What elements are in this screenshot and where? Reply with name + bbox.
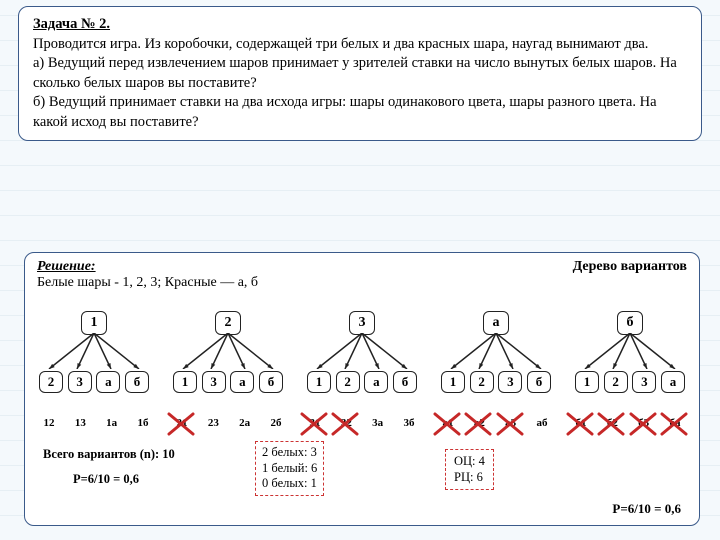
tree-child: 2 xyxy=(604,371,628,393)
tree-label: Дерево вариантов xyxy=(573,259,687,274)
outcome: б2 xyxy=(600,417,624,429)
same-color: ОЦ: 4 xyxy=(454,453,485,469)
total-variants: Всего вариантов (n): 10 xyxy=(43,447,243,462)
tree-root: 2 xyxy=(215,311,241,335)
outcome: 1а xyxy=(100,417,124,429)
tree-row: 123аб213аб312аба123бб123а xyxy=(35,311,689,411)
outcome: 13 xyxy=(68,417,92,429)
tree-child: 3 xyxy=(498,371,522,393)
problem-box: Задача № 2. Проводится игра. Из коробочк… xyxy=(18,6,702,141)
balls-legend: Белые шары - 1, 2, 3; Красные — а, б xyxy=(37,275,687,291)
outcome-group: 21 23 2а 2б xyxy=(168,417,290,429)
tree-child: 1 xyxy=(307,371,331,393)
problem-text-c: б) Ведущий принимает ставки на два исход… xyxy=(33,93,687,132)
outcome: 21 xyxy=(170,417,194,429)
solution-heading: Решение: xyxy=(37,259,96,274)
tree-4: б 123а xyxy=(571,311,689,411)
tree-child: б xyxy=(125,371,149,393)
outcome: б3 xyxy=(632,417,656,429)
tree-child: а xyxy=(96,371,120,393)
outcome-group: а1 а2 а3 аб xyxy=(434,417,556,429)
tree-child: 3 xyxy=(202,371,226,393)
outcome: а1 xyxy=(436,417,460,429)
outcome: а3 xyxy=(499,417,523,429)
tree-2: 3 12аб xyxy=(303,311,421,411)
problem-title: Задача № 2. xyxy=(33,15,687,35)
outcome: 3а xyxy=(366,417,390,429)
outcomes-row: 12 13 1а 1б 21 23 2а 2б 31 32 3а 3б а1 а2 а3 аб б1 б2 б3 ба xyxy=(35,417,689,429)
prob-left: Р=6/10 = 0,6 xyxy=(73,472,243,487)
page: Задача № 2. Проводится игра. Из коробочк… xyxy=(0,0,720,540)
tree-child: 2 xyxy=(39,371,63,393)
total-block: Всего вариантов (n): 10 Р=6/10 = 0,6 xyxy=(43,447,243,487)
tree-child: 1 xyxy=(441,371,465,393)
tree-0: 1 23аб xyxy=(35,311,153,411)
tree-root: б xyxy=(617,311,643,335)
solution-header: Решение: Дерево вариантов xyxy=(37,259,687,275)
colors-box: ОЦ: 4 РЦ: 6 xyxy=(445,449,494,490)
outcome-group: 12 13 1а 1б xyxy=(35,417,157,429)
tree-child: а xyxy=(364,371,388,393)
tree-child: 3 xyxy=(68,371,92,393)
tree-child: б xyxy=(527,371,551,393)
tree-root: а xyxy=(483,311,509,335)
whites-0: 0 белых: 1 xyxy=(262,476,317,492)
problem-text-b: а) Ведущий перед извлечением шаров прини… xyxy=(33,54,687,93)
tree-child: 3 xyxy=(632,371,656,393)
outcome: 3б xyxy=(397,417,421,429)
outcome: а2 xyxy=(467,417,491,429)
outcome: 31 xyxy=(303,417,327,429)
tree-child: б xyxy=(259,371,283,393)
whites-1: 1 белый: 6 xyxy=(262,461,317,477)
whites-box: 2 белых: 3 1 белый: 6 0 белых: 1 xyxy=(255,441,324,496)
tree-child: б xyxy=(393,371,417,393)
tree-root: 1 xyxy=(81,311,107,335)
outcome: 2б xyxy=(264,417,288,429)
outcome: 12 xyxy=(37,417,61,429)
whites-2: 2 белых: 3 xyxy=(262,445,317,461)
tree-child: а xyxy=(230,371,254,393)
outcome: 2а xyxy=(233,417,257,429)
outcome: ба xyxy=(663,417,687,429)
tree-child: 1 xyxy=(173,371,197,393)
tree-3: а 123б xyxy=(437,311,555,411)
tree-child: 2 xyxy=(336,371,360,393)
outcome: аб xyxy=(530,417,554,429)
tree-child: а xyxy=(661,371,685,393)
problem-text-a: Проводится игра. Из коробочки, содержаще… xyxy=(33,35,687,55)
solution-box: Решение: Дерево вариантов Белые шары - 1… xyxy=(24,252,700,526)
outcome: 32 xyxy=(334,417,358,429)
tree-root: 3 xyxy=(349,311,375,335)
outcome: 23 xyxy=(201,417,225,429)
tree-child: 1 xyxy=(575,371,599,393)
outcome: б1 xyxy=(569,417,593,429)
tree-child: 2 xyxy=(470,371,494,393)
bottom-area: Всего вариантов (n): 10 Р=6/10 = 0,6 2 б… xyxy=(35,447,689,519)
tree-1: 2 13аб xyxy=(169,311,287,411)
outcome: 1б xyxy=(131,417,155,429)
prob-right: Р=6/10 = 0,6 xyxy=(612,501,681,517)
diff-color: РЦ: 6 xyxy=(454,469,485,485)
outcome-group: 31 32 3а 3б xyxy=(301,417,423,429)
outcome-group: б1 б2 б3 ба xyxy=(567,417,689,429)
